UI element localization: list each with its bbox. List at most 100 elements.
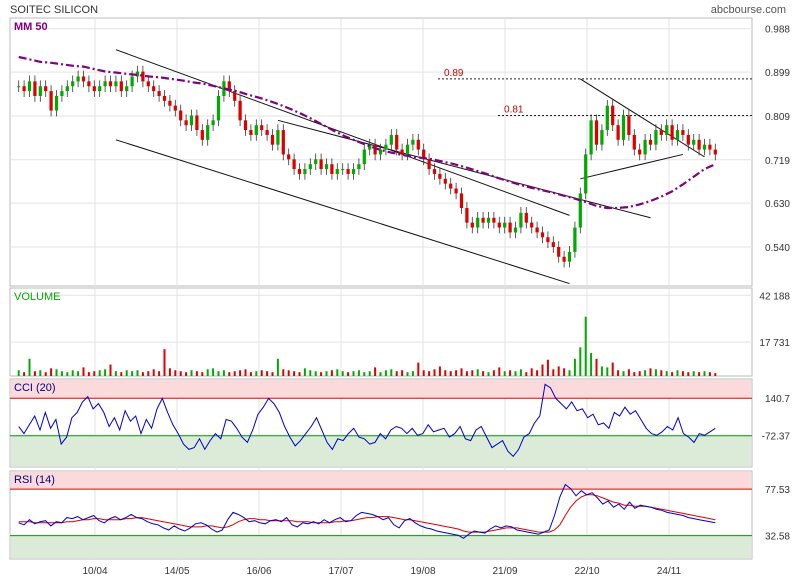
volume-bar <box>266 371 269 376</box>
candle-body <box>27 81 32 92</box>
volume-bar <box>17 370 20 376</box>
candle-body <box>254 125 258 135</box>
volume-bar <box>654 369 657 376</box>
volume-bar <box>395 371 398 376</box>
volume-bar <box>66 372 69 376</box>
candle-body <box>454 188 458 194</box>
candle-body <box>206 125 210 140</box>
candle-body <box>449 183 453 189</box>
volume-bar <box>617 370 620 376</box>
candle-body <box>157 91 161 96</box>
volume-bar <box>347 372 350 376</box>
ma-legend: MM 50 <box>14 21 48 33</box>
candle-body <box>708 144 712 150</box>
candle-body <box>346 169 350 174</box>
candle-body <box>357 164 361 170</box>
candle-body <box>702 144 707 150</box>
volume-bar <box>563 368 566 376</box>
volume-bar <box>163 349 166 376</box>
candle-body <box>227 81 231 92</box>
volume-bar <box>276 358 279 376</box>
candle-body <box>681 130 685 135</box>
volume-bar <box>206 369 209 376</box>
candle-body <box>281 130 285 155</box>
candle-body <box>303 169 307 174</box>
volume-bar <box>379 372 382 376</box>
volume-bar <box>152 369 155 376</box>
volume-bar <box>120 372 123 376</box>
candle-body <box>168 100 172 106</box>
candle-body <box>675 130 680 140</box>
volume-tick-label: 17 731 <box>759 338 790 349</box>
volume-bar <box>293 371 296 376</box>
volume-bar <box>341 371 344 376</box>
candle-body <box>378 149 383 155</box>
volume-bar <box>449 371 452 376</box>
volume-bar <box>503 371 506 376</box>
candle-body <box>513 227 518 233</box>
volume-bar <box>638 371 641 376</box>
volume-bar <box>228 372 231 376</box>
candle-body <box>314 159 318 165</box>
volume-bar <box>374 367 377 376</box>
candle-body <box>508 222 512 233</box>
channel-upper-line <box>115 49 570 216</box>
candle-body <box>173 105 177 111</box>
candle-body <box>524 212 528 223</box>
cci-legend: CCI (20) <box>14 382 56 394</box>
candle-body <box>476 217 480 228</box>
candle-body <box>33 81 37 96</box>
price-tick-label: 0.719 <box>765 156 790 167</box>
volume-bar <box>82 367 85 376</box>
volume-bar <box>185 372 188 376</box>
candle-body <box>65 86 69 92</box>
volume-bar <box>487 372 490 376</box>
candle-body <box>184 120 188 126</box>
volume-bar <box>665 371 668 376</box>
volume-bar <box>384 370 387 376</box>
volume-bar <box>536 370 539 376</box>
candle-body <box>470 222 474 228</box>
volume-bar <box>217 371 220 376</box>
oversold-zone <box>11 535 751 558</box>
volume-bar <box>363 372 366 376</box>
candle-body <box>49 91 53 111</box>
rsi-series-line <box>18 483 716 539</box>
candle-body <box>438 173 442 179</box>
volume-bar <box>444 370 447 376</box>
candle-body <box>643 139 647 155</box>
volume-bar <box>698 372 701 376</box>
volume-bar <box>244 369 247 376</box>
candle-body <box>481 217 485 223</box>
candle-body <box>103 81 107 87</box>
volume-bar <box>39 370 42 376</box>
source-label[interactable]: abcbourse.com <box>711 4 786 16</box>
candle-body <box>71 81 75 87</box>
volume-bar <box>519 369 522 376</box>
candle-body <box>411 139 415 145</box>
volume-bar <box>179 371 182 376</box>
volume-bar <box>514 371 517 376</box>
candle-body <box>395 134 399 150</box>
volume-bar <box>168 368 171 376</box>
volume-bar <box>271 372 274 376</box>
candle-body <box>292 159 296 170</box>
volume-bar <box>568 370 571 376</box>
candle-body <box>195 115 199 131</box>
volume-bar <box>195 371 198 376</box>
volume-bar <box>552 369 555 376</box>
volume-bar <box>368 371 371 376</box>
candle-body <box>422 149 426 160</box>
candle-body <box>81 76 86 82</box>
ma50-line <box>18 55 716 210</box>
volume-bar <box>212 368 215 376</box>
candle-body <box>384 144 388 150</box>
candle-body <box>249 130 253 135</box>
volume-bar <box>233 371 236 376</box>
volume-bar <box>525 372 528 376</box>
candle-body <box>22 86 26 92</box>
moving-average-line <box>18 55 716 210</box>
candle-body <box>54 95 59 111</box>
volume-bar <box>460 368 463 376</box>
candle-body <box>389 134 393 145</box>
